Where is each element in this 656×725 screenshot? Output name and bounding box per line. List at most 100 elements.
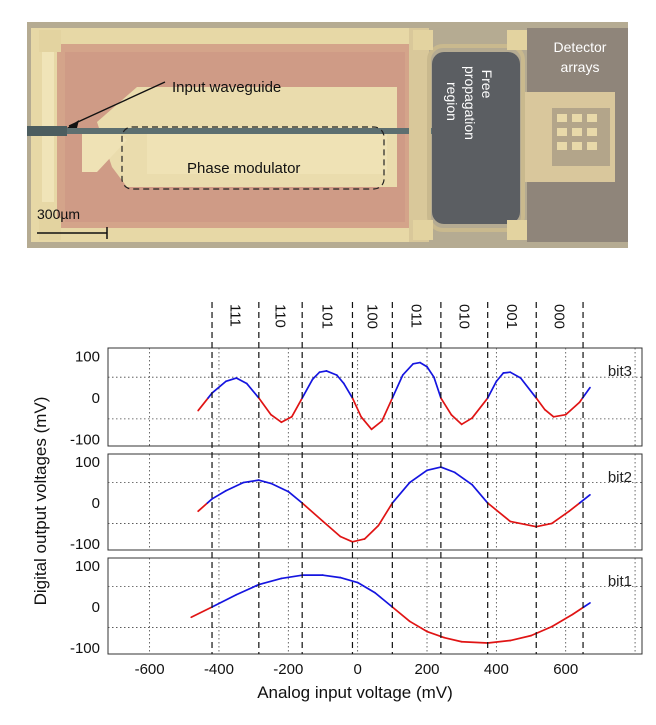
series-segment-bit2 <box>568 502 581 513</box>
series-segment-bit3 <box>211 380 227 394</box>
y-tick-label: -100 <box>70 432 100 449</box>
x-tick-label: -200 <box>273 661 303 678</box>
panel-label-bit2: bit2 <box>608 469 632 486</box>
series-segment-bit1 <box>339 576 359 584</box>
series-segment-bit3 <box>325 370 338 376</box>
series-segment-bit3 <box>391 374 404 399</box>
code-label: 010 <box>455 304 472 329</box>
arrow-line <box>68 81 166 127</box>
series-segment-bit3 <box>426 365 435 379</box>
series-segment-bit2 <box>301 502 324 523</box>
series-segment-bit2 <box>270 482 290 493</box>
micrograph-illustration: Input waveguide Phase modulator Free pro… <box>27 22 628 248</box>
series-segment-bit2 <box>322 520 342 538</box>
series-segment-bit3 <box>336 374 345 385</box>
series-segment-bit2 <box>426 466 442 472</box>
series-segment-bit1 <box>550 613 574 628</box>
series-segment-bit3 <box>544 408 555 418</box>
series-segment-bit1 <box>211 593 238 608</box>
label-detector-1: Detector <box>554 39 607 55</box>
series-segment-bit3 <box>450 413 463 426</box>
series-segment-bit3 <box>401 362 414 376</box>
series-segment-bit3 <box>225 377 238 383</box>
chart-svg: 100 0 -100 bit3 100 0 -100 bit2 100 0 -100 bit1 111… <box>31 302 643 702</box>
panel-label-bit3: bit3 <box>608 363 632 380</box>
x-tick-label: 400 <box>484 661 509 678</box>
x-tick-label: 0 <box>353 661 361 678</box>
series-segment-bit1 <box>408 620 428 633</box>
series-segment-bit1 <box>443 636 463 643</box>
series-segment-bit3 <box>460 417 473 426</box>
series-segment-bit3 <box>342 382 354 399</box>
series-segment-bit2 <box>535 522 553 528</box>
code-label: 101 <box>318 304 335 329</box>
series-segment-bit3 <box>270 413 283 424</box>
y-tick-label: 100 <box>75 348 100 365</box>
series-segment-bit1 <box>509 634 532 642</box>
series-segment-bit3 <box>552 413 567 418</box>
series-segment-bit3 <box>381 397 394 422</box>
series-segment-bit1 <box>460 640 489 644</box>
panel-bit2: 100 0 -100 bit2 <box>70 453 643 553</box>
series-segment-bit2 <box>197 502 209 513</box>
panel-bit1: 100 0 -100 bit1 <box>70 557 643 657</box>
chip-micrograph: Input waveguide Phase modulator Free pro… <box>27 22 628 248</box>
series-segment-bit3 <box>351 397 362 418</box>
series-segment-bit1 <box>530 625 553 637</box>
series-segment-bit3 <box>301 378 314 399</box>
series-segment-bit2 <box>206 498 213 504</box>
series-segment-bit3 <box>581 386 591 399</box>
series-segment-bit1 <box>582 602 591 608</box>
series-segment-bit3 <box>290 397 304 418</box>
x-tick-label: -600 <box>135 661 165 678</box>
y-tick-label: 100 <box>75 558 100 575</box>
series-segment-bit2 <box>550 510 571 525</box>
series-segment-bit2 <box>339 535 354 543</box>
series-segment-bit3 <box>360 415 373 431</box>
series-segment-bit2 <box>509 520 538 528</box>
code-label: 100 <box>363 304 380 329</box>
series-segment-bit3 <box>197 397 209 412</box>
series-segment-bit1 <box>486 639 512 644</box>
series-segment-bit3 <box>502 371 512 374</box>
adc-chart: 100 0 -100 bit3 100 0 -100 bit2 100 0 -100 bit1 111… <box>0 280 656 720</box>
series-segment-bit3 <box>535 397 546 411</box>
series-segment-bit3 <box>257 397 272 416</box>
series-segment-bit2 <box>440 466 456 474</box>
series-segment-bit3 <box>419 361 428 368</box>
code-label: 001 <box>503 304 520 329</box>
panel-label-bit1: bit1 <box>608 573 632 590</box>
series-segment-bit2 <box>225 481 245 492</box>
code-label: 110 <box>272 304 289 328</box>
series-segment-bit2 <box>211 489 227 500</box>
series-segment-bit1 <box>190 606 213 619</box>
x-tick-label: -400 <box>204 661 234 678</box>
panel-frame <box>107 557 643 655</box>
y-tick-label: 100 <box>75 454 100 471</box>
series-segment-bit3 <box>207 392 213 399</box>
series-segment-bit2 <box>486 502 512 523</box>
series-segment-bit1 <box>571 606 585 616</box>
series-segment-bit3 <box>440 397 453 416</box>
code-label: 011 <box>408 304 425 328</box>
series-segment-bit2 <box>453 471 473 486</box>
code-label: 000 <box>551 304 568 329</box>
label-free-1: Free <box>479 70 495 99</box>
series-segment-bit3 <box>370 420 383 431</box>
label-free-3: region <box>444 82 460 121</box>
label-free-2: propagation <box>462 66 478 140</box>
code-label: 111 <box>226 304 243 327</box>
series-segment-bit2 <box>408 469 428 484</box>
panel-bit3: 100 0 -100 bit3 <box>70 347 643 449</box>
panel-frame <box>107 453 643 551</box>
y-tick-label: 0 <box>92 599 100 616</box>
series-segment-bit3 <box>433 376 442 399</box>
x-axis-label: Analog input voltage (mV) <box>257 683 453 702</box>
series-segment-bit3 <box>280 415 293 424</box>
series-segment-bit3 <box>486 380 498 399</box>
series-segment-bit2 <box>287 490 304 504</box>
series-segment-bit1 <box>280 574 304 580</box>
series-segment-bit3 <box>311 371 321 381</box>
y-tick-label: -100 <box>70 536 100 553</box>
panel-frame <box>107 347 643 447</box>
